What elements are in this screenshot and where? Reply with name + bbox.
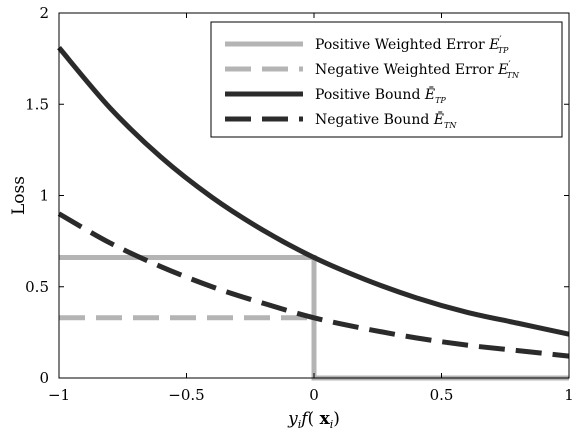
x-axis-label-y-sub: i [298, 418, 302, 431]
y-tick-label: 0.5 [25, 278, 49, 296]
legend-entry-symbol: Ē [433, 110, 444, 128]
legend-entry-sub: TN [507, 71, 520, 80]
x-axis-label-open: ( [308, 409, 320, 429]
legend-entry-main: Positive Weighted Error [315, 37, 489, 53]
x-tick-label: −1 [48, 386, 70, 404]
x-tick-label: 0.5 [430, 386, 454, 404]
legend-entry-sub: TP [498, 46, 509, 55]
legend-entry-main: Negative Bound [315, 112, 434, 128]
legend-entry-symbol: E [497, 62, 508, 78]
y-tick-label: 2 [39, 4, 49, 22]
x-tick-label: −0.5 [168, 386, 204, 404]
legend-entry-sub: TN [444, 121, 457, 130]
series-line-4 [57, 211, 570, 359]
ticks-layer: −1 −0.5 0 0.5 1 0 0.5 1 1.5 2 [25, 4, 574, 404]
x-axis-label-x: x [320, 409, 331, 429]
legend-entry-symbol: Ē [424, 85, 435, 103]
x-axis-label-x-sub: i [330, 418, 334, 431]
y-tick-label: 1 [39, 187, 49, 205]
legend-entry: Positive Bound ĒTP [315, 85, 446, 105]
legend-entry-prime: ′ [508, 60, 511, 71]
y-tick-label: 1.5 [25, 95, 49, 113]
x-axis-label-f: f [299, 409, 310, 429]
legend-entry-main: Positive Bound [315, 87, 425, 103]
legend-entry-main: Negative Weighted Error [315, 62, 498, 78]
x-axis-label-close: ) [333, 409, 340, 429]
x-tick-label: 1 [564, 386, 574, 404]
x-axis-label-y: y [287, 409, 298, 429]
legend-entry: Positive Weighted Error E′ TP [315, 35, 509, 55]
legend-entry-sub: TP [435, 96, 446, 105]
x-tick-label: 0 [309, 386, 319, 404]
series-line-3 [57, 46, 570, 337]
legend-entry: Negative Bound ĒTN [315, 110, 457, 130]
legend-entry-prime: ′ [499, 35, 502, 46]
y-axis-label: Loss [9, 176, 29, 215]
legend-entry-symbol: E [488, 37, 499, 53]
y-tick-label: 0 [39, 369, 49, 387]
legend-entry: Negative Weighted Error E′ TN [315, 60, 520, 80]
x-axis-label: yif( xi) [287, 409, 340, 431]
